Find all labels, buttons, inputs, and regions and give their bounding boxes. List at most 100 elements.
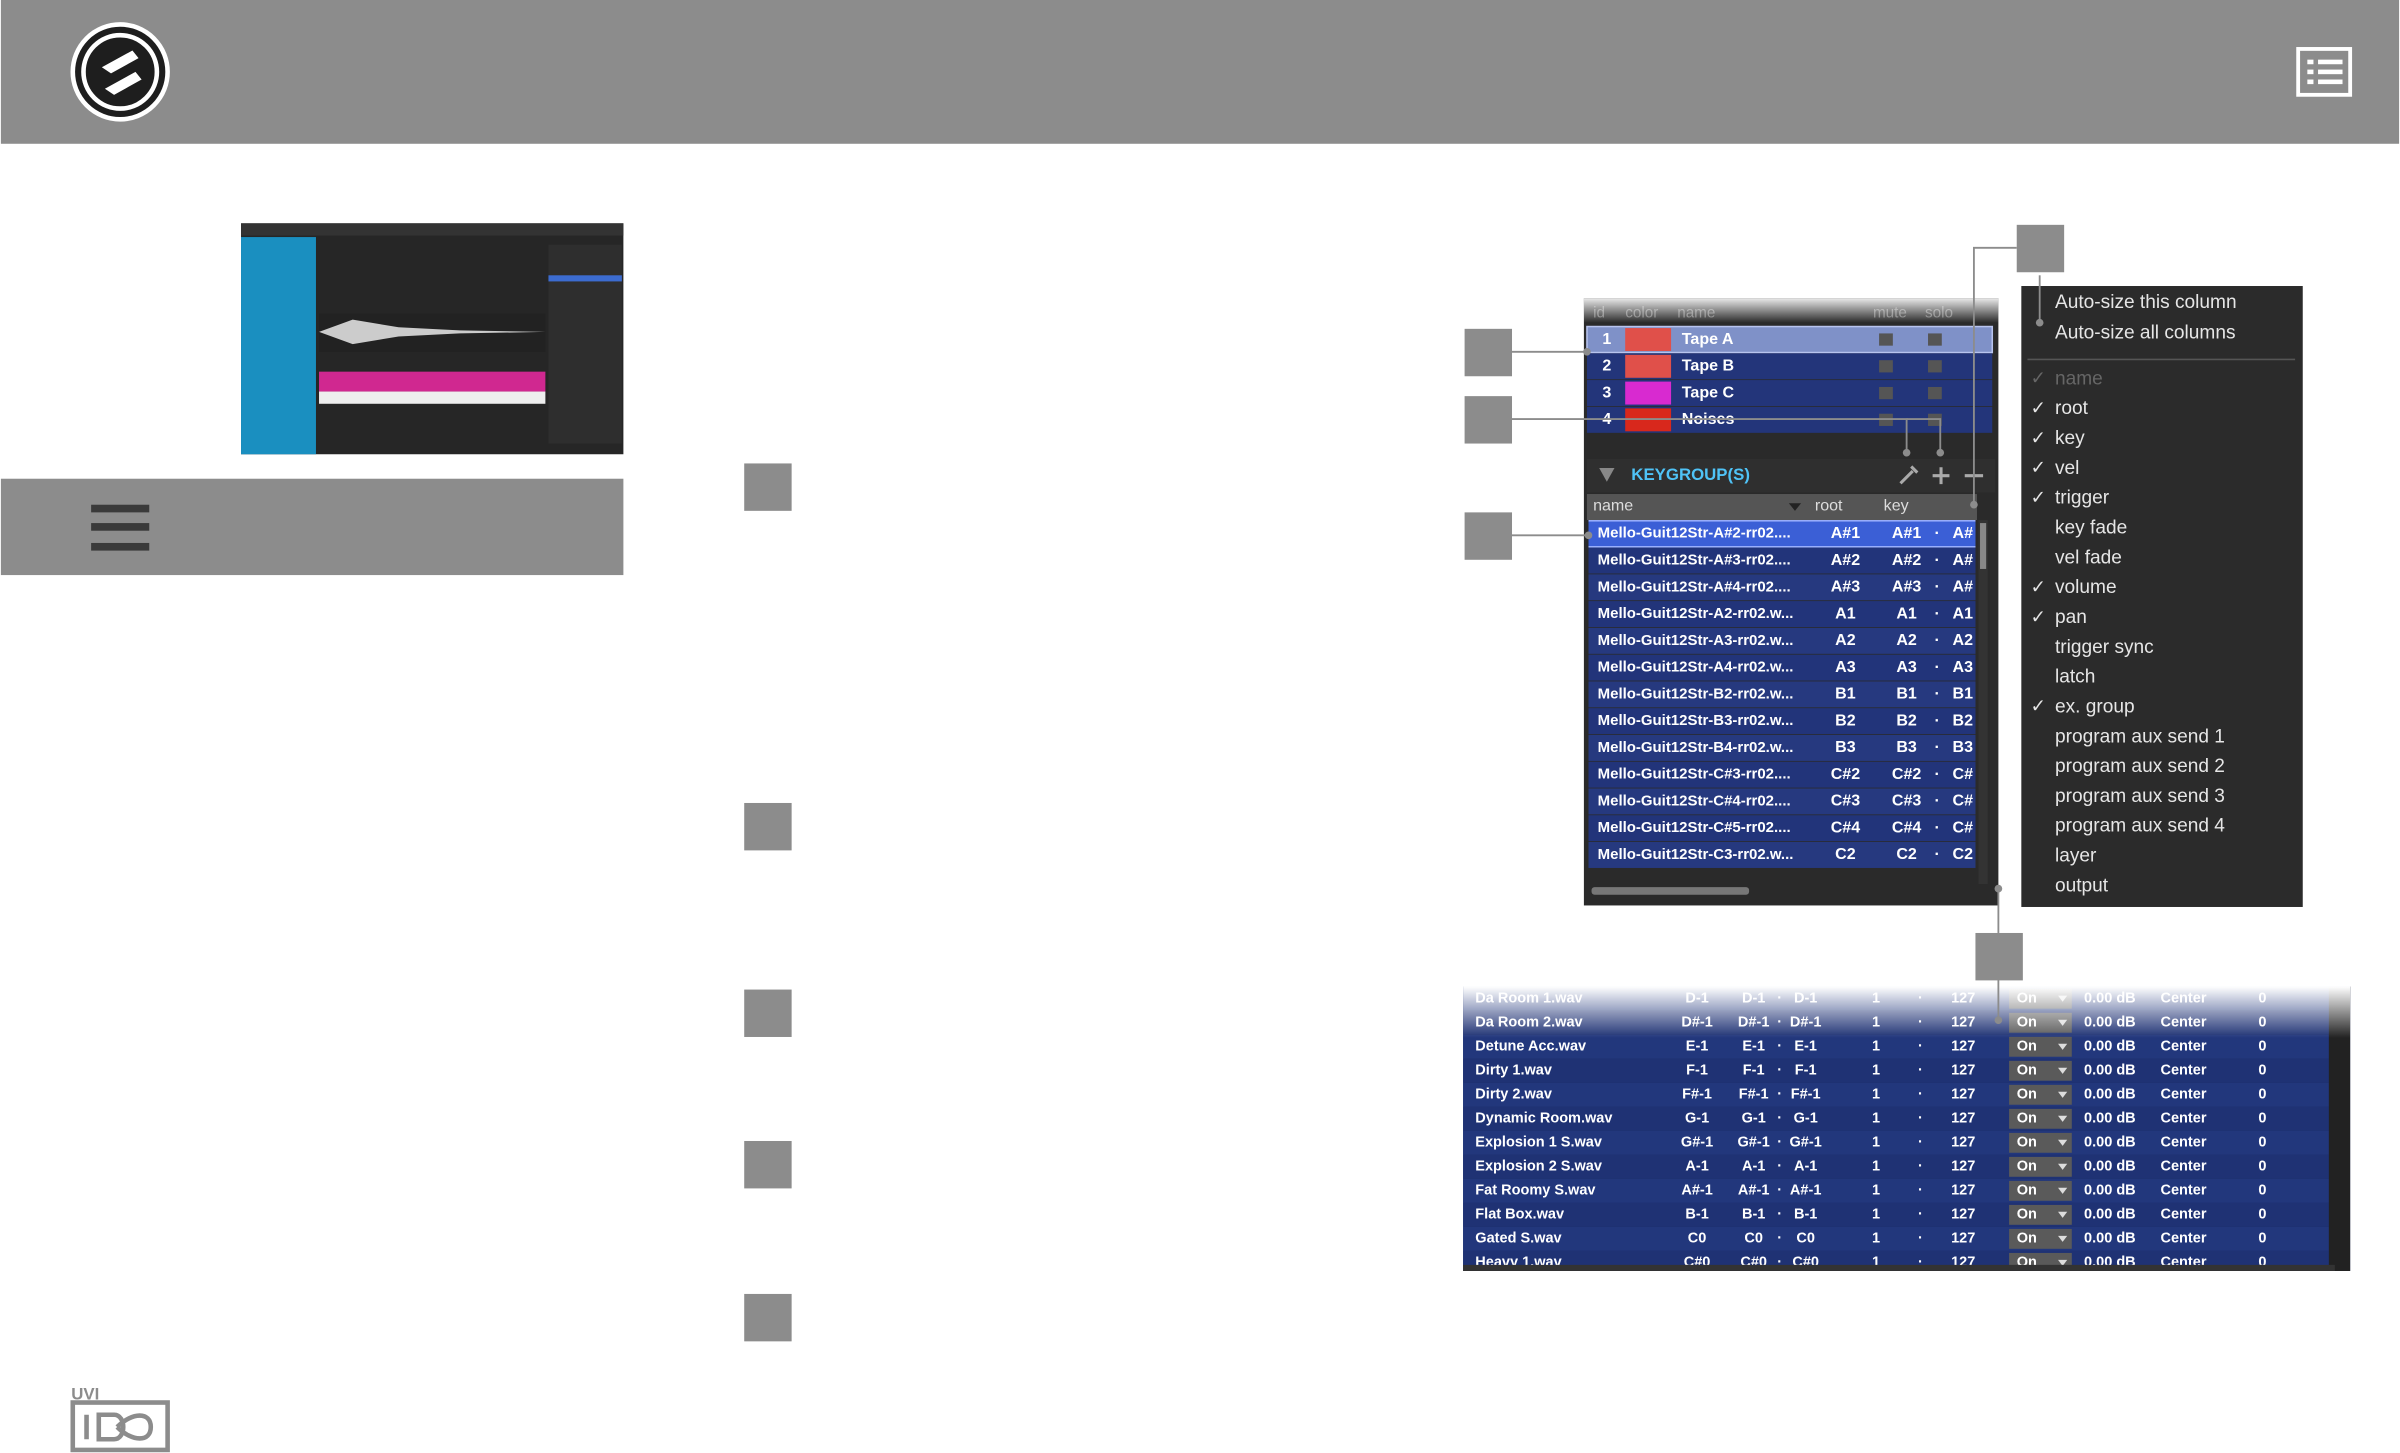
dropdown-arrow[interactable]: [2058, 1235, 2068, 1242]
wide-cell: On: [2017, 1183, 2037, 1199]
keygroup-root: B2: [1835, 711, 1856, 729]
layer-color[interactable]: [1625, 354, 1672, 378]
keygroup-row[interactable]: [1587, 761, 1979, 788]
key-separator: ·: [1935, 524, 1940, 542]
wide-cell: C#0: [1684, 1255, 1711, 1271]
wide-cell: 0.00 dB: [2084, 1255, 2136, 1271]
keygroup-row[interactable]: [1587, 601, 1979, 628]
keygroup-row[interactable]: [1587, 627, 1979, 654]
logo-text: UVI: [71, 1384, 99, 1403]
keygroup-name: Mello-Guit12Str-B3-rr02.w...: [1598, 712, 1794, 729]
sort-arrow[interactable]: [1788, 503, 1802, 511]
logo[interactable]: [70, 22, 170, 122]
header-bar: [0, 0, 2400, 144]
keygroup-tools[interactable]: [1899, 465, 1984, 485]
wide-row[interactable]: [1463, 1250, 2329, 1275]
dropdown-arrow[interactable]: [2058, 1187, 2068, 1194]
keygroup-row[interactable]: [1587, 681, 1979, 708]
wide-row[interactable]: [1463, 1202, 2329, 1227]
keygroup-row[interactable]: [1587, 841, 1979, 868]
menu-item: vel: [2055, 458, 2079, 479]
keygroup-row[interactable]: [1587, 520, 1979, 548]
separator: ·: [1918, 1255, 1923, 1271]
keygroup-row[interactable]: [1587, 815, 1979, 842]
menu-check: ✓: [2031, 576, 2046, 597]
solo-button[interactable]: [1928, 386, 1942, 400]
menu-action: Auto-size this column: [2055, 292, 2237, 313]
wide-cell: Flat Box.wav: [1475, 1207, 1565, 1223]
dropdown-arrow[interactable]: [2058, 1259, 2068, 1266]
collapse-arrow[interactable]: [1599, 468, 1615, 482]
layer-color[interactable]: [1625, 381, 1672, 405]
keygroup-key-lo: B2: [1896, 711, 1917, 729]
fade: [1583, 298, 1999, 360]
menu-item: key: [2055, 428, 2085, 449]
h-scroll-thumb[interactable]: [1591, 887, 1750, 895]
toc-icon[interactable]: [2296, 47, 2353, 97]
keygroup-row[interactable]: [1587, 654, 1979, 681]
trigger-dropdown[interactable]: [2009, 1228, 2072, 1249]
keygroup-key-lo: B3: [1896, 738, 1917, 756]
wide-cell: 1: [1872, 1255, 1880, 1271]
wide-cell: 0: [2258, 1255, 2266, 1271]
wide-cell: C#0: [1792, 1255, 1819, 1271]
uvi-logo: UVI: [70, 1384, 170, 1453]
mute-button[interactable]: [1879, 360, 1893, 373]
separator: ·: [1777, 1183, 1782, 1199]
menu-item: layer: [2055, 846, 2097, 867]
menu-item: vel fade: [2055, 547, 2122, 568]
menu-check: ✓: [2031, 367, 2046, 388]
keygroup-key-hi: A#: [1953, 551, 1974, 569]
menu-item: trigger: [2055, 488, 2110, 509]
menu-item: key fade: [2055, 517, 2127, 538]
keygroup-key-hi: A#: [1953, 578, 1974, 596]
keygroup-row[interactable]: [1587, 574, 1979, 601]
menu-item: output: [2055, 875, 2109, 896]
keygroup-root: A#3: [1831, 578, 1861, 596]
keygroup-row[interactable]: [1587, 734, 1979, 761]
keygroup-root: C#4: [1831, 818, 1861, 836]
mute-button[interactable]: [1879, 386, 1893, 400]
menu-check: ✓: [2031, 606, 2046, 627]
keygroup-row[interactable]: [1587, 708, 1979, 735]
menu-icon[interactable]: [91, 504, 150, 551]
keygroup-key-lo: C2: [1896, 845, 1917, 863]
solo-button[interactable]: [1928, 360, 1942, 373]
scroll-thumb[interactable]: [1980, 523, 1987, 569]
keygroup-name: Mello-Guit12Str-A4-rr02.w...: [1598, 659, 1794, 676]
keygroup-column-header: root: [1815, 496, 1843, 514]
menu-item: root: [2055, 398, 2089, 419]
menu-item: trigger sync: [2055, 637, 2154, 658]
keygroup-column-header: name: [1593, 496, 1633, 514]
wide-cell: 127: [1951, 1255, 1975, 1271]
keygroup-name: Mello-Guit12Str-C#3-rr02....: [1598, 766, 1791, 783]
separator: ·: [1918, 1207, 1923, 1223]
keygroup-name: Mello-Guit12Str-A#2-rr02....: [1598, 525, 1791, 542]
keygroup-root: A1: [1835, 604, 1856, 622]
dropdown-arrow[interactable]: [2058, 1211, 2068, 1218]
keygroup-root: A#1: [1831, 524, 1861, 542]
wide-cell: 127: [1951, 1231, 1975, 1247]
trigger-dropdown[interactable]: [2009, 1252, 2072, 1273]
wide-cell: C0: [1688, 1231, 1707, 1247]
trigger-dropdown[interactable]: [2009, 1180, 2072, 1201]
keygroup-root: C2: [1835, 845, 1856, 863]
wide-cell: On: [2017, 1255, 2037, 1271]
wide-cell: 0.00 dB: [2084, 1207, 2136, 1223]
keygroup-row[interactable]: [1587, 788, 1979, 815]
wide-row[interactable]: [1463, 1178, 2329, 1203]
menu-item: program aux send 2: [2055, 756, 2225, 777]
keygroup-row[interactable]: [1587, 547, 1979, 574]
wide-row[interactable]: [1463, 1226, 2329, 1251]
trigger-dropdown[interactable]: [2009, 1204, 2072, 1225]
app-thumbnail[interactable]: [241, 223, 624, 455]
menu-action: Auto-size all columns: [2055, 322, 2236, 343]
keygroup-root: A3: [1835, 658, 1856, 676]
fade: [1463, 986, 2351, 1171]
keygroup-key-lo: A#2: [1892, 551, 1922, 569]
keygroup-root: C#3: [1831, 792, 1861, 810]
menu-items: Auto-size this column Auto-size all colum…: [2031, 292, 2237, 896]
scrollbar[interactable]: [1978, 520, 1988, 885]
keygroup-root: A#2: [1831, 551, 1861, 569]
menu-item: program aux send 1: [2055, 726, 2225, 747]
